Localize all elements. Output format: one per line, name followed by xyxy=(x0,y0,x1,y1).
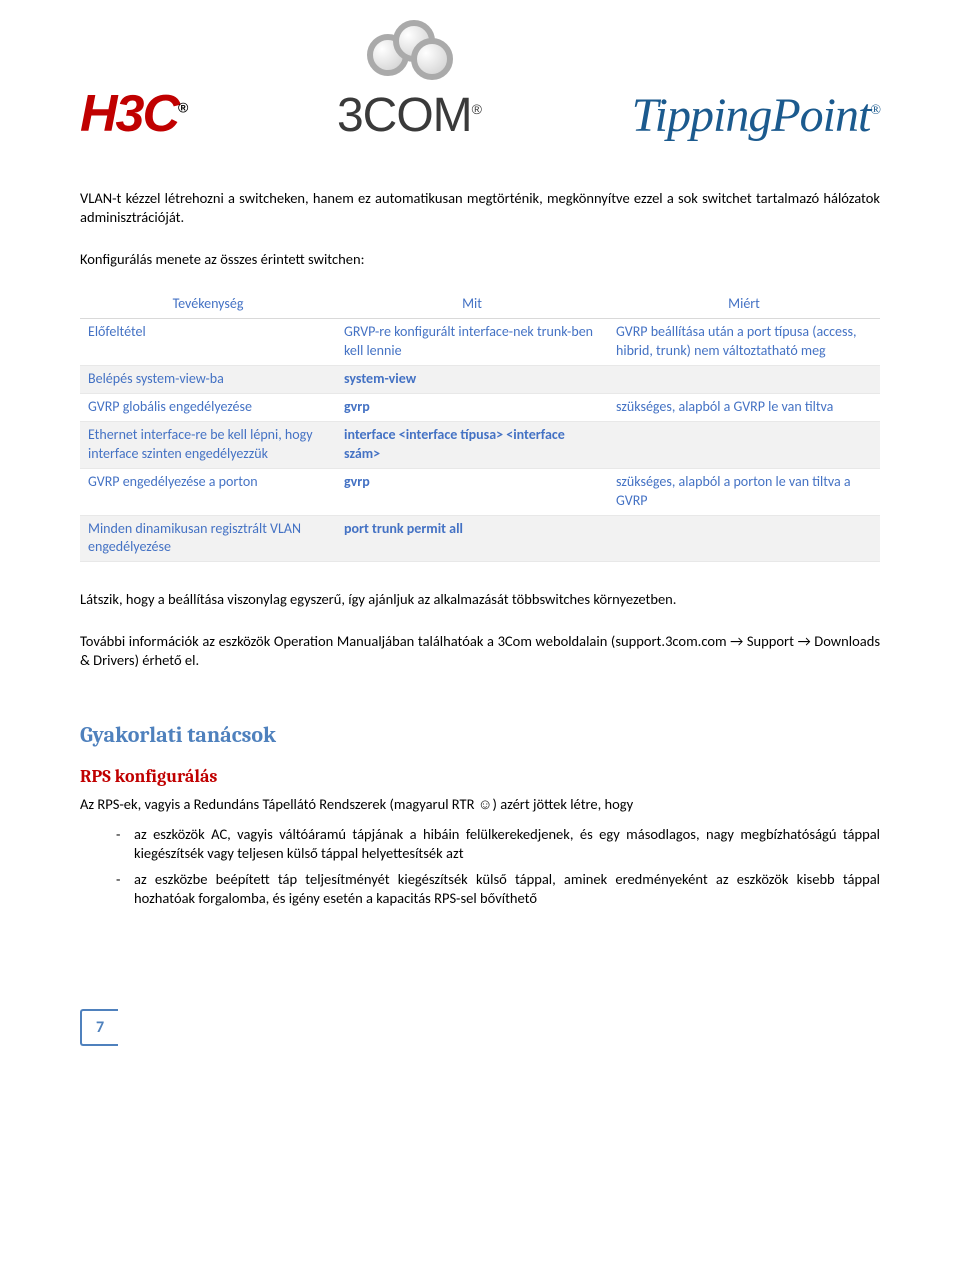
logo-tippingpoint: TippingPoint® xyxy=(632,84,880,149)
cell-activity: Ethernet interface-re be kell lépni, hog… xyxy=(80,421,336,468)
cell-activity: Minden dinamikusan regisztrált VLAN enge… xyxy=(80,515,336,562)
cell-why: szükséges, alapból a GVRP le van tiltva xyxy=(608,394,880,422)
logo-tp-text: TippingPoint® xyxy=(632,84,880,149)
cell-what: port trunk permit all xyxy=(336,515,608,562)
logo-h3c: H3C® xyxy=(80,79,186,149)
table-row: Minden dinamikusan regisztrált VLAN enge… xyxy=(80,515,880,562)
cell-what: gvrp xyxy=(336,394,608,422)
after-table-para-2: További információk az eszközök Operatio… xyxy=(80,632,880,671)
list-item: az eszközök AC, vagyis váltóáramú tápján… xyxy=(116,825,880,864)
cell-why xyxy=(608,515,880,562)
cell-why xyxy=(608,421,880,468)
table-row: GVRP engedélyezése a portongvrpszükséges… xyxy=(80,468,880,515)
config-intro: Konfigurálás menete az összes érintett s… xyxy=(80,250,880,270)
rps-bullet-list: az eszközök AC, vagyis váltóáramú tápján… xyxy=(80,825,880,909)
cell-activity: Előfeltétel xyxy=(80,319,336,366)
after-table-para-1: Látszik, hogy a beállítása viszonylag eg… xyxy=(80,590,880,610)
config-table: Tevékenység Mit Miért ElőfeltételGRVP-re… xyxy=(80,291,880,562)
rings-icon xyxy=(349,20,469,80)
table-row: GVRP globális engedélyezésegvrpszükséges… xyxy=(80,394,880,422)
page-footer: 7 xyxy=(80,1009,880,1047)
cell-activity: Belépés system-view-ba xyxy=(80,366,336,394)
table-row: ElőfeltételGRVP-re konfigurált interface… xyxy=(80,319,880,366)
logo-h3c-text: H3C® xyxy=(80,79,186,149)
logo-3com-text: 3COM® xyxy=(337,84,481,149)
table-row: Ethernet interface-re be kell lépni, hog… xyxy=(80,421,880,468)
cell-why: GVRP beállítása után a port típusa (acce… xyxy=(608,319,880,366)
section-title: Gyakorlati tanácsok xyxy=(80,721,880,751)
cell-activity: GVRP globális engedélyezése xyxy=(80,394,336,422)
page-number: 7 xyxy=(80,1009,118,1047)
cell-what: GRVP-re konfigurált interface-nek trunk-… xyxy=(336,319,608,366)
table-header: Miért xyxy=(608,291,880,318)
subsection-title: RPS konfigurálás xyxy=(80,765,880,789)
table-header: Tevékenység xyxy=(80,291,336,318)
cell-why xyxy=(608,366,880,394)
table-header: Mit xyxy=(336,291,608,318)
cell-activity: GVRP engedélyezése a porton xyxy=(80,468,336,515)
cell-what: system-view xyxy=(336,366,608,394)
cell-why: szükséges, alapból a porton le van tiltv… xyxy=(608,468,880,515)
logo-3com: 3COM® xyxy=(337,20,481,149)
cell-what: gvrp xyxy=(336,468,608,515)
cell-what: interface <interface típusa> <interface … xyxy=(336,421,608,468)
list-item: az eszközbe beépített táp teljesítményét… xyxy=(116,870,880,909)
table-header-row: Tevékenység Mit Miért xyxy=(80,291,880,318)
rps-intro: Az RPS-ek, vagyis a Redundáns Tápellátó … xyxy=(80,795,880,815)
table-row: Belépés system-view-basystem-view xyxy=(80,366,880,394)
intro-paragraph: VLAN-t kézzel létrehozni a switcheken, h… xyxy=(80,189,880,228)
logo-row: H3C® 3COM® TippingPoint® xyxy=(80,20,880,149)
